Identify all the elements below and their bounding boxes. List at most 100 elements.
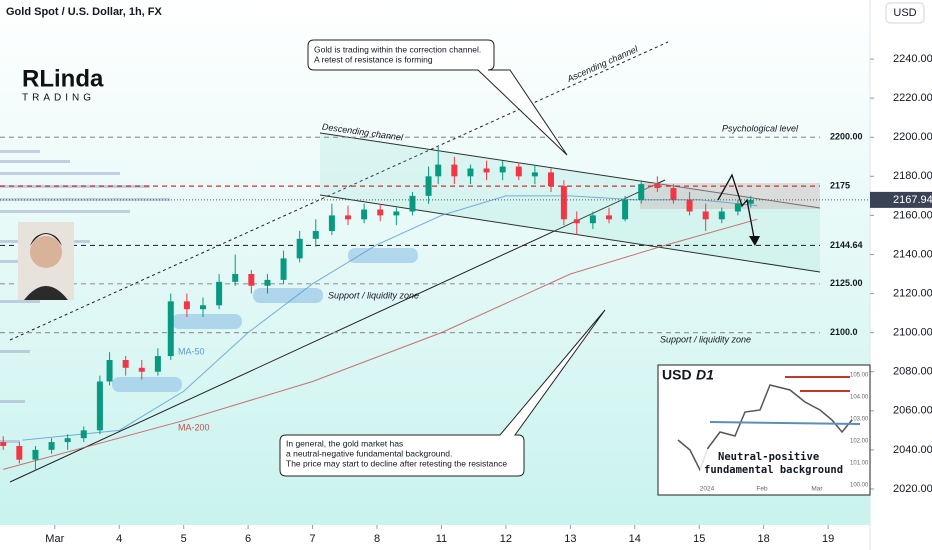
inset-y-label: 104.00 [850,395,869,401]
candle-body [560,186,567,220]
level-label: 2175 [830,180,850,190]
candle-body [96,381,103,431]
inset-x-label: Feb [756,486,768,493]
inset-y-label: 103.00 [850,417,869,423]
candle-body [0,442,7,446]
currency-label: USD [893,7,916,19]
candle-body [747,199,754,204]
last-price-tag [870,191,932,208]
y-tick-label: 2160.00 [893,209,932,221]
descending-lower [319,194,821,273]
y-tick-label: 2120.00 [893,287,932,299]
inset: USD D1 Neutral-positive fundamental back… [657,364,871,496]
callout-bottom-line: In general, the gold market has [286,438,403,448]
y-tick-label: 2040.00 [893,444,932,456]
level-label: 2144.64 [830,240,863,250]
forecast-path [717,173,756,244]
x-tick-label: 6 [245,533,251,545]
ascending-upper [9,41,669,341]
x-tick-label: 14 [629,533,641,545]
y-tick-label: 2060.00 [893,405,932,417]
ma-label: MA-200 [178,422,210,432]
callout-top-line: A retest of resistance is forming [314,54,433,64]
candle-body [718,211,725,220]
candle-body [702,211,709,220]
inset-y-label: 101.00 [850,461,869,467]
level-label: 2100.0 [830,327,858,337]
level-label: 2125.00 [830,278,863,288]
y-tick-label: 2240.00 [893,53,932,65]
candle-body [216,281,223,306]
callout-bottom-line: a neutral-negative fundamental backgroun… [286,448,452,458]
level-label: 2200.00 [830,132,863,142]
x-tick-label: 18 [758,533,770,545]
logo-name: RLinda [22,65,104,92]
candle-body [377,209,384,216]
candle-body [106,359,113,382]
candle-body [64,438,71,443]
candle-body [573,219,580,224]
y-tick-label: 2220.00 [893,92,932,104]
candle-body [48,442,55,450]
x-tick-label: 5 [181,533,187,545]
candle-body [467,168,474,177]
candle-body [345,215,351,220]
forecast-arrowhead [749,236,760,246]
candle-body [483,168,490,173]
axes: 2020.00 2040.00 2060.00 2080.00 2100.00 2120.… [0,53,932,545]
x-tick-label: Mar [45,533,64,545]
candle-body [138,367,145,372]
candle-body [606,215,612,220]
currency-button[interactable] [885,2,925,24]
candle-body [686,199,693,212]
inset-y-label: 100.00 [850,483,869,489]
inset-x-label: Mar [811,486,823,493]
candle-body [435,164,442,177]
candle-body [622,199,629,220]
inset-y-label: 105.00 [850,373,869,379]
x-tick-label: 15 [693,533,705,545]
candle-body [264,279,271,286]
chart-title: Gold Spot / U.S. Dollar, 1h, FX [6,6,163,18]
candle-body [393,211,400,216]
x-tick-label: 12 [500,533,512,545]
candle-body [154,356,161,372]
y-tick-label: 2020.00 [893,483,932,495]
candle-body [280,258,287,280]
inset-axis: 105.00 104.00 103.00 102.00 101.00 100.00 2024… [700,373,869,493]
candle-body [654,184,661,189]
candle-body [515,166,522,177]
y-tick-label: 2100.00 [893,327,932,339]
candle-body [183,301,190,310]
callout-bottom-line: The price may start to decline after ret… [286,458,507,468]
callout-top-line: Gold is trading within the correction ch… [314,44,481,54]
x-tick-label: 7 [309,533,315,545]
time-axis [0,525,870,550]
y-tick-label: 2180.00 [893,170,932,182]
ma-label: MA-50 [178,346,205,356]
candle-body [425,176,432,196]
ascending-lower [9,179,666,483]
x-tick-label: 8 [374,533,380,545]
last-price-label: 2167.94 [893,194,932,206]
levels: 2200.00 2175 2144.64 2125.00 2100.0 [0,132,863,337]
candles [0,147,754,470]
x-tick-label: 11 [436,533,447,545]
logo-sub: TRADING [22,93,95,104]
candle-body [548,172,554,187]
y-tick-label: 2200.00 [893,131,932,143]
y-tick-label: 2140.00 [893,248,932,260]
candle-body [122,359,129,368]
callout-bottom-box [279,309,606,477]
x-tick-label: 4 [116,533,122,545]
candle-body [248,274,255,286]
candle-body [499,166,506,173]
portrait [18,222,74,300]
resistance-zone [640,183,820,209]
price-axis [870,0,932,550]
candle-body [670,188,677,200]
candle-body [531,172,538,177]
candle-body [638,184,645,200]
candle-body [409,195,416,212]
